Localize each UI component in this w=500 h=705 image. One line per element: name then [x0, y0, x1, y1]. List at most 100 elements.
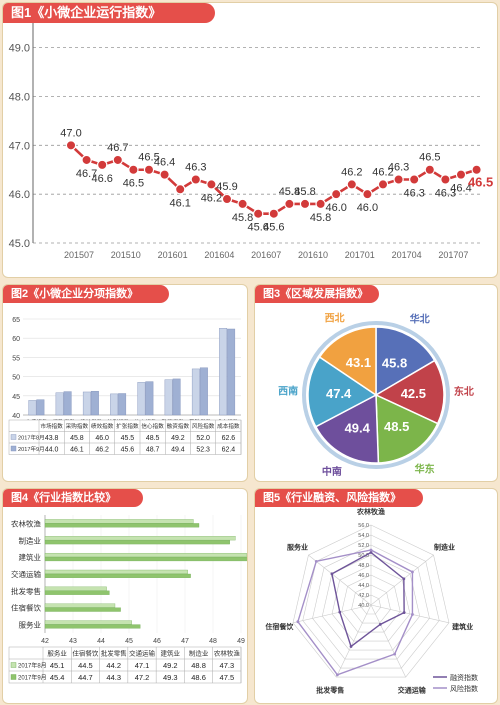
y-tick-label: 49.0: [9, 43, 30, 55]
radial-tick-label: 44.0: [358, 583, 369, 589]
data-point: [346, 179, 357, 190]
grid-ring: [351, 584, 391, 624]
bar: [44, 573, 191, 578]
table-header: 建筑业: [161, 649, 181, 658]
table-cell: 44.2: [106, 661, 121, 670]
table-cell: 47.2: [135, 673, 150, 682]
data-point: [455, 169, 467, 180]
bar: [44, 556, 247, 562]
data-point: [369, 551, 373, 554]
x-tick-label: 44: [97, 638, 105, 645]
table-frame: [8, 419, 242, 455]
data-point: [268, 208, 279, 219]
x-tick-label: 43: [69, 638, 77, 645]
data-label: 45.8: [310, 212, 331, 224]
bar: [219, 328, 228, 416]
legend-swatch: [10, 434, 17, 440]
bar: [44, 536, 236, 541]
data-label: 46.3: [388, 162, 409, 174]
table-cell: 44.0: [45, 447, 59, 454]
data-point: [206, 179, 217, 190]
data-point: [471, 164, 482, 175]
panel-industry: 图4《行业指数比较》 42 43 44 45 46 47 48 49 农林牧渔 制造业 建筑业 交通运…: [2, 488, 248, 704]
legend-label: 2017年8月: [18, 662, 47, 670]
slice-label: 华东: [415, 462, 435, 475]
data-point: [377, 179, 389, 190]
data-label: 46.5: [138, 152, 159, 164]
table-cell: 48.6: [191, 673, 206, 682]
bar: [164, 379, 173, 416]
x-tick-label: 201701: [345, 250, 375, 260]
grid-ring: [302, 534, 440, 669]
data-label: 46.3: [185, 162, 206, 174]
legend-label: 融资指数: [450, 673, 478, 682]
bar: [44, 552, 247, 558]
data-label: 45.9: [216, 181, 237, 193]
table-header: 信心指数: [141, 422, 164, 430]
x-tick-label: 46: [153, 638, 161, 645]
data-label: 46.5: [468, 175, 493, 190]
data-point: [315, 198, 326, 210]
table-cell: 44.5: [78, 661, 93, 670]
y-tick-label: 65: [12, 317, 20, 324]
data-point: [65, 140, 77, 151]
table-cell: 46.0: [95, 435, 109, 442]
data-label: 46.0: [357, 202, 378, 214]
y-tick-label: 45: [12, 394, 20, 401]
legend-swatch: [10, 445, 17, 452]
data-point: [393, 652, 397, 656]
bar: [44, 519, 194, 524]
data-label: 46.6: [91, 173, 112, 185]
y-tick-label: 45.0: [9, 238, 30, 250]
data-label: 45.8: [232, 212, 253, 224]
table-header: 扩张指数: [116, 422, 139, 430]
line-chart: 49.0 48.0 47.0 46.0 45.0 201507 201510 201601 20…: [9, 23, 493, 260]
x-tick-label: 201607: [251, 250, 281, 260]
radial-tick-label: 54.0: [358, 533, 369, 539]
spoke: [308, 554, 372, 606]
data-point: [402, 577, 406, 581]
data-label: 46.3: [435, 188, 456, 200]
bar: [191, 368, 200, 416]
y-tick-label: 制造业: [19, 535, 42, 545]
series-polygon: [297, 549, 414, 676]
spoke: [292, 604, 372, 624]
data-point: [338, 610, 342, 614]
axis-label: 服务业: [287, 542, 308, 551]
grid-ring: [292, 524, 450, 678]
slice-value: 49.4: [345, 420, 371, 435]
y-tick-label: 批发零售: [11, 586, 41, 596]
bar: [63, 391, 72, 416]
table-cell: 45.4: [50, 673, 65, 682]
data-label: 46.3: [403, 188, 424, 200]
data-point: [190, 174, 201, 185]
bar: [145, 381, 154, 416]
x-tick-label: 45: [125, 638, 133, 645]
x-tick-label: 201507: [64, 250, 94, 260]
table-header: 市场指数: [40, 422, 63, 430]
data-label: 47.0: [60, 127, 81, 139]
data-point: [393, 174, 404, 185]
bar: [28, 400, 37, 416]
pie-slice: [314, 393, 380, 464]
panel-operation-index: 图1《小微企业运行指数》 49.0 48.0 47.0 46.0 45.0 201507 2…: [2, 2, 498, 278]
data-point: [299, 198, 311, 210]
data-label: 45.6: [247, 222, 268, 234]
slice-value: 47.4: [326, 386, 352, 401]
panel-title: 图1《小微企业运行指数》: [3, 3, 215, 23]
x-tick-label: 48: [209, 638, 217, 645]
axis-label: 批发零售: [316, 686, 344, 695]
slice-label: 华北: [410, 313, 430, 326]
y-tick-label: 建筑业: [19, 552, 42, 562]
bar: [44, 586, 107, 591]
panel-title: 图2《小微企业分项指数》: [3, 285, 169, 303]
x-tick-label: 49: [237, 638, 245, 645]
y-tick-label: 农林牧渔: [11, 518, 41, 528]
data-label: 46.2: [201, 192, 222, 204]
legend-label: 2017年9月: [18, 674, 47, 682]
panel-finance-risk: 图5《行业融资、风险指数》 56.0 54.0 52.0 50.0 48.0 46.0 44…: [254, 488, 498, 704]
slice-label: 西南: [278, 384, 298, 397]
bar: [36, 399, 45, 416]
data-label: 46.5: [123, 178, 144, 190]
spoke: [336, 604, 372, 678]
